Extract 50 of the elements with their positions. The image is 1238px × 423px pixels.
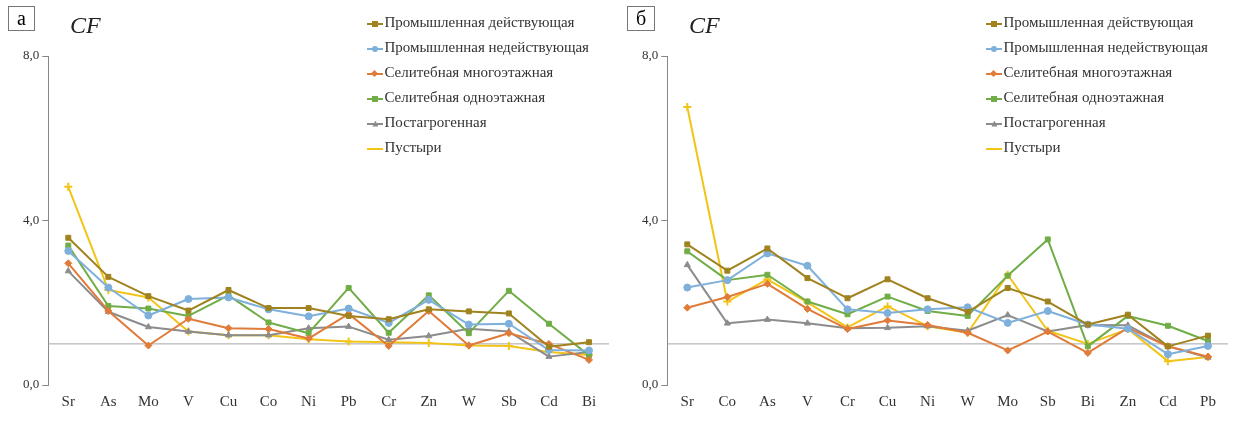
x-tick-label: Co — [718, 392, 737, 409]
y-axis-title: CF — [70, 12, 101, 39]
text: б — [627, 6, 656, 31]
y-tick-label: 0,0 — [23, 376, 40, 392]
y-tick-label: 8,0 — [642, 47, 659, 63]
x-tick-label: Mo — [137, 392, 159, 409]
legend-label: Селитебная многоэтажная — [384, 64, 554, 80]
x-tick-label: Cd — [540, 392, 559, 409]
x-tick-label: W — [960, 392, 976, 409]
y-tick-label: 4,0 — [642, 211, 659, 227]
x-tick-label: Sr — [61, 392, 75, 409]
x-tick-label: As — [759, 392, 776, 409]
x-tick-label: Zn — [420, 392, 438, 409]
legend-label: Селитебная многоэтажная — [1003, 64, 1173, 80]
y-axis-title: CF — [689, 12, 720, 39]
x-tick-label: Pb — [1200, 392, 1216, 409]
x-tick-label: V — [183, 392, 195, 409]
legend-label: Постагрогенная — [1003, 114, 1106, 130]
x-tick-label: Zn — [1119, 392, 1137, 409]
x-tick-label: Cu — [878, 392, 897, 409]
x-tick-label: Pb — [340, 392, 357, 409]
x-tick-label: Ni — [920, 392, 936, 409]
y-tick-label: 4,0 — [23, 211, 40, 227]
x-tick-label: Mo — [997, 392, 1019, 409]
x-tick-label: W — [461, 392, 477, 409]
x-tick-label: Sr — [680, 392, 694, 409]
legend-label: Промышленная действующая — [384, 14, 575, 30]
x-tick-label: Sb — [1039, 392, 1056, 409]
legend-label: Пустыри — [1003, 139, 1061, 155]
x-tick-label: Ni — [301, 392, 317, 409]
legend-label: Селитебная одноэтажная — [384, 89, 546, 105]
legend-label: Постагрогенная — [384, 114, 487, 130]
x-tick-label: Bi — [1080, 392, 1095, 409]
y-tick-label: 0,0 — [642, 376, 659, 392]
x-tick-label: Co — [259, 392, 278, 409]
legend-label: Промышленная недействующая — [384, 39, 589, 55]
legend-label: Промышленная действующая — [1003, 14, 1194, 30]
x-tick-label: Cr — [839, 392, 855, 409]
y-tick-label: 8,0 — [23, 47, 40, 63]
legend-label: Пустыри — [384, 139, 442, 155]
x-tick-label: As — [99, 392, 117, 409]
x-tick-label: V — [802, 392, 814, 409]
text: а — [8, 6, 35, 31]
x-tick-label: Bi — [581, 392, 597, 409]
x-tick-label: Sb — [500, 392, 517, 409]
x-tick-label: Cu — [219, 392, 238, 409]
x-tick-label: Cd — [1159, 392, 1178, 409]
legend-label: Промышленная недействующая — [1003, 39, 1208, 55]
x-tick-label: Cr — [381, 392, 397, 409]
legend-label: Селитебная одноэтажная — [1003, 89, 1165, 105]
